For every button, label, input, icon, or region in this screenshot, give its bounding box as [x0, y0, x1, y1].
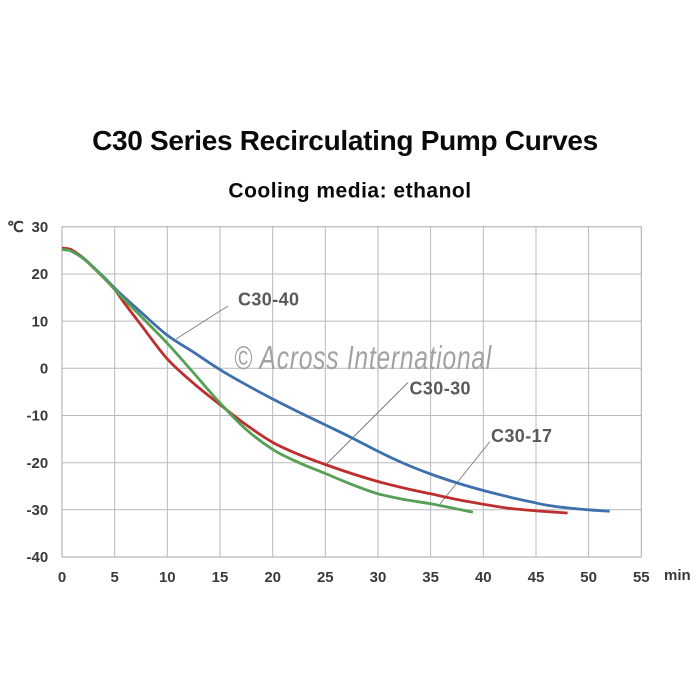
- svg-text:C30-40: C30-40: [238, 290, 299, 310]
- svg-text:-40: -40: [27, 549, 49, 566]
- svg-text:5: 5: [111, 569, 119, 586]
- svg-text:45: 45: [528, 569, 545, 586]
- svg-text:C30 Series Recirculating Pump: C30 Series Recirculating Pump Curves: [92, 125, 598, 156]
- svg-text:30: 30: [370, 569, 387, 586]
- svg-text:C30-30: C30-30: [410, 379, 471, 399]
- svg-text:10: 10: [159, 569, 176, 586]
- svg-text:55: 55: [633, 569, 650, 586]
- svg-text:15: 15: [212, 569, 229, 586]
- svg-text:C30-17: C30-17: [491, 426, 552, 446]
- svg-text:-10: -10: [27, 408, 49, 425]
- svg-text:20: 20: [32, 266, 49, 283]
- svg-text:35: 35: [422, 569, 439, 586]
- svg-text:40: 40: [475, 569, 492, 586]
- svg-text:© Across International: © Across International: [234, 341, 493, 377]
- svg-text:50: 50: [580, 569, 597, 586]
- svg-text:25: 25: [317, 569, 334, 586]
- svg-text:0: 0: [58, 569, 66, 586]
- svg-text:Cooling media: ethanol: Cooling media: ethanol: [228, 180, 471, 203]
- svg-text:-30: -30: [27, 502, 49, 519]
- svg-text:℃: ℃: [7, 220, 24, 236]
- svg-text:-20: -20: [27, 455, 49, 472]
- svg-text:0: 0: [40, 361, 48, 378]
- svg-text:min: min: [664, 567, 691, 584]
- svg-text:30: 30: [32, 219, 49, 236]
- svg-text:10: 10: [32, 313, 49, 330]
- svg-text:20: 20: [264, 569, 281, 586]
